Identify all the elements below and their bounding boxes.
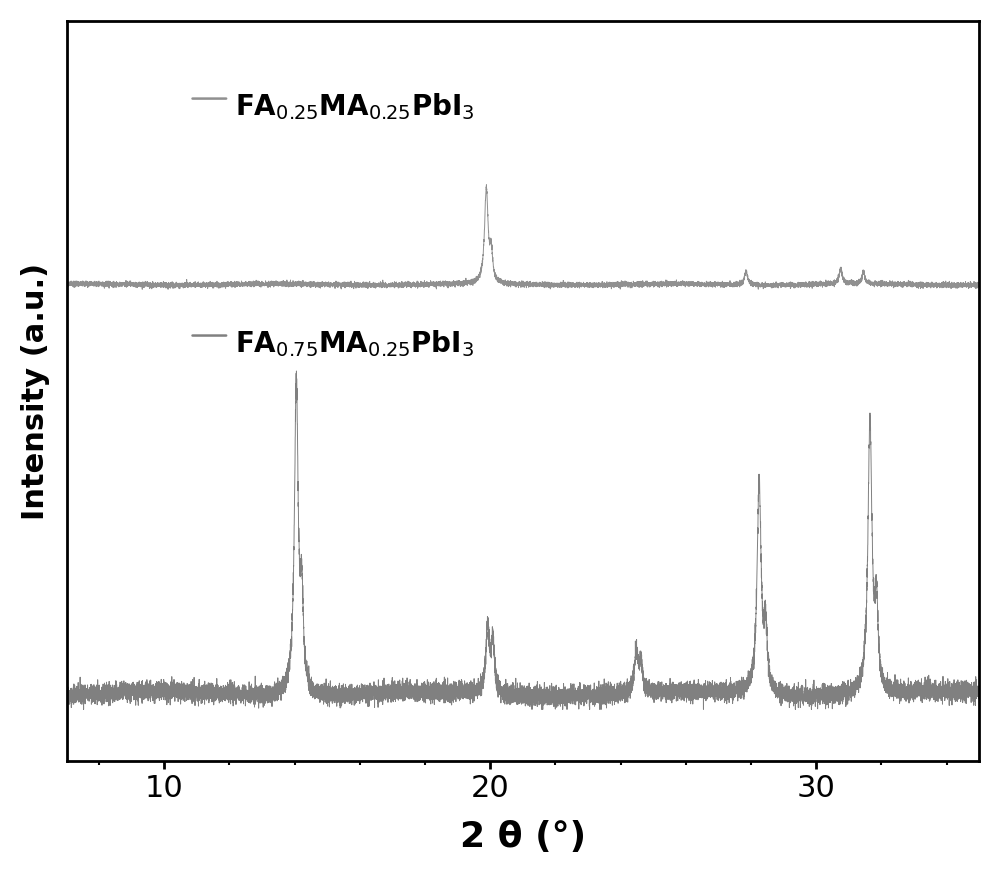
Text: FA$_{0.75}$MA$_{0.25}$PbI$_3$: FA$_{0.75}$MA$_{0.25}$PbI$_3$ [235, 328, 475, 359]
Text: FA$_{0.25}$MA$_{0.25}$PbI$_3$: FA$_{0.25}$MA$_{0.25}$PbI$_3$ [235, 91, 475, 122]
X-axis label: 2 θ (°): 2 θ (°) [460, 820, 586, 854]
Y-axis label: Intensity (a.u.): Intensity (a.u.) [21, 262, 50, 520]
